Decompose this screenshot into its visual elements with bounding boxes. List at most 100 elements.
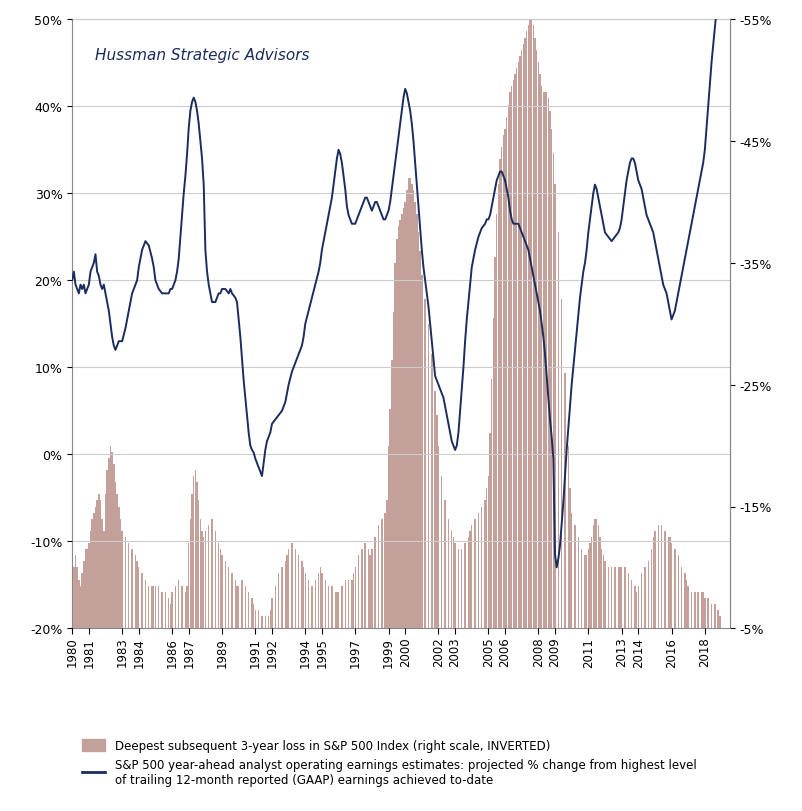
Bar bbox=[368, 550, 369, 689]
Bar bbox=[271, 599, 273, 689]
Bar bbox=[258, 611, 259, 689]
Bar bbox=[395, 264, 396, 689]
Bar bbox=[416, 215, 418, 689]
Bar bbox=[421, 276, 423, 689]
Bar bbox=[703, 592, 704, 689]
Bar bbox=[451, 531, 452, 689]
Bar bbox=[245, 586, 246, 689]
Bar bbox=[406, 191, 407, 689]
Bar bbox=[105, 495, 106, 689]
Bar bbox=[670, 543, 672, 689]
Bar bbox=[168, 599, 169, 689]
Bar bbox=[631, 580, 632, 689]
Bar bbox=[627, 574, 629, 689]
Bar bbox=[93, 513, 95, 689]
Bar bbox=[116, 495, 118, 689]
Bar bbox=[557, 234, 559, 689]
Bar bbox=[624, 568, 626, 689]
Bar bbox=[514, 75, 516, 689]
Bar bbox=[235, 580, 236, 689]
Bar bbox=[549, 111, 551, 689]
Bar bbox=[201, 531, 203, 689]
Bar bbox=[96, 501, 98, 689]
Bar bbox=[521, 50, 522, 689]
Bar bbox=[251, 599, 253, 689]
Bar bbox=[136, 561, 138, 689]
Bar bbox=[698, 592, 699, 689]
Bar bbox=[441, 477, 443, 689]
Bar bbox=[667, 537, 669, 689]
Bar bbox=[88, 543, 90, 689]
Bar bbox=[181, 586, 183, 689]
Bar bbox=[512, 81, 514, 689]
Bar bbox=[164, 592, 166, 689]
Bar bbox=[248, 592, 249, 689]
Legend: Deepest subsequent 3-year loss in S&P 500 Index (right scale, INVERTED), S&P 500: Deepest subsequent 3-year loss in S&P 50… bbox=[78, 736, 700, 790]
Bar bbox=[384, 513, 386, 689]
Bar bbox=[661, 526, 662, 689]
Bar bbox=[305, 574, 306, 689]
Bar bbox=[119, 519, 121, 689]
Bar bbox=[503, 135, 504, 689]
Bar bbox=[393, 312, 395, 689]
Bar bbox=[265, 616, 266, 689]
Bar bbox=[571, 513, 573, 689]
Bar bbox=[413, 191, 414, 689]
Bar bbox=[523, 45, 524, 689]
Bar bbox=[128, 543, 129, 689]
Bar bbox=[291, 543, 293, 689]
Bar bbox=[664, 531, 666, 689]
Bar bbox=[153, 586, 155, 689]
Bar bbox=[261, 616, 263, 689]
Bar bbox=[228, 568, 229, 689]
Bar bbox=[101, 519, 103, 689]
Bar bbox=[647, 561, 649, 689]
Bar bbox=[135, 556, 136, 689]
Bar bbox=[269, 611, 271, 689]
Bar bbox=[286, 556, 288, 689]
Bar bbox=[489, 434, 491, 689]
Bar bbox=[636, 592, 638, 689]
Bar bbox=[602, 556, 604, 689]
Bar bbox=[196, 483, 198, 689]
Bar bbox=[399, 221, 401, 689]
Bar bbox=[358, 556, 359, 689]
Bar bbox=[508, 105, 509, 689]
Bar bbox=[193, 477, 194, 689]
Bar bbox=[586, 556, 587, 689]
Bar bbox=[190, 519, 191, 689]
Bar bbox=[144, 580, 146, 689]
Bar bbox=[533, 26, 534, 689]
Bar bbox=[684, 574, 686, 689]
Bar bbox=[278, 574, 279, 689]
Bar bbox=[701, 592, 703, 689]
Bar bbox=[308, 580, 310, 689]
Bar bbox=[111, 453, 113, 689]
Bar bbox=[719, 616, 720, 689]
Bar bbox=[581, 550, 582, 689]
Bar bbox=[311, 586, 313, 689]
Bar bbox=[76, 568, 78, 689]
Bar bbox=[611, 568, 612, 689]
Bar bbox=[170, 604, 171, 689]
Bar bbox=[704, 599, 706, 689]
Bar bbox=[638, 586, 639, 689]
Bar bbox=[115, 483, 116, 689]
Bar bbox=[125, 537, 126, 689]
Bar bbox=[438, 446, 439, 689]
Bar bbox=[208, 526, 209, 689]
Bar bbox=[99, 501, 101, 689]
Bar bbox=[132, 550, 133, 689]
Bar bbox=[288, 550, 290, 689]
Bar bbox=[651, 550, 652, 689]
Bar bbox=[686, 580, 687, 689]
Bar bbox=[398, 227, 399, 689]
Bar bbox=[303, 568, 304, 689]
Bar bbox=[455, 543, 456, 689]
Bar bbox=[294, 550, 296, 689]
Bar bbox=[488, 477, 489, 689]
Bar bbox=[471, 526, 472, 689]
Bar bbox=[517, 62, 519, 689]
Bar bbox=[492, 318, 494, 689]
Bar bbox=[528, 26, 529, 689]
